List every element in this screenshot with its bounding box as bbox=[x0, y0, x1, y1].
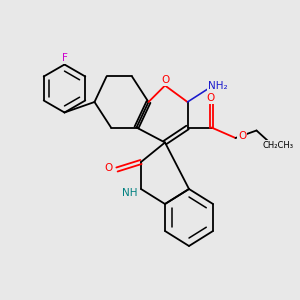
Text: O: O bbox=[207, 93, 215, 103]
Text: O: O bbox=[104, 163, 113, 173]
Text: NH: NH bbox=[122, 188, 137, 199]
Text: CH₂CH₃: CH₂CH₃ bbox=[263, 141, 294, 150]
Text: F: F bbox=[61, 53, 68, 63]
Text: O: O bbox=[161, 75, 170, 85]
Text: O: O bbox=[238, 131, 246, 142]
Text: NH₂: NH₂ bbox=[208, 81, 227, 91]
